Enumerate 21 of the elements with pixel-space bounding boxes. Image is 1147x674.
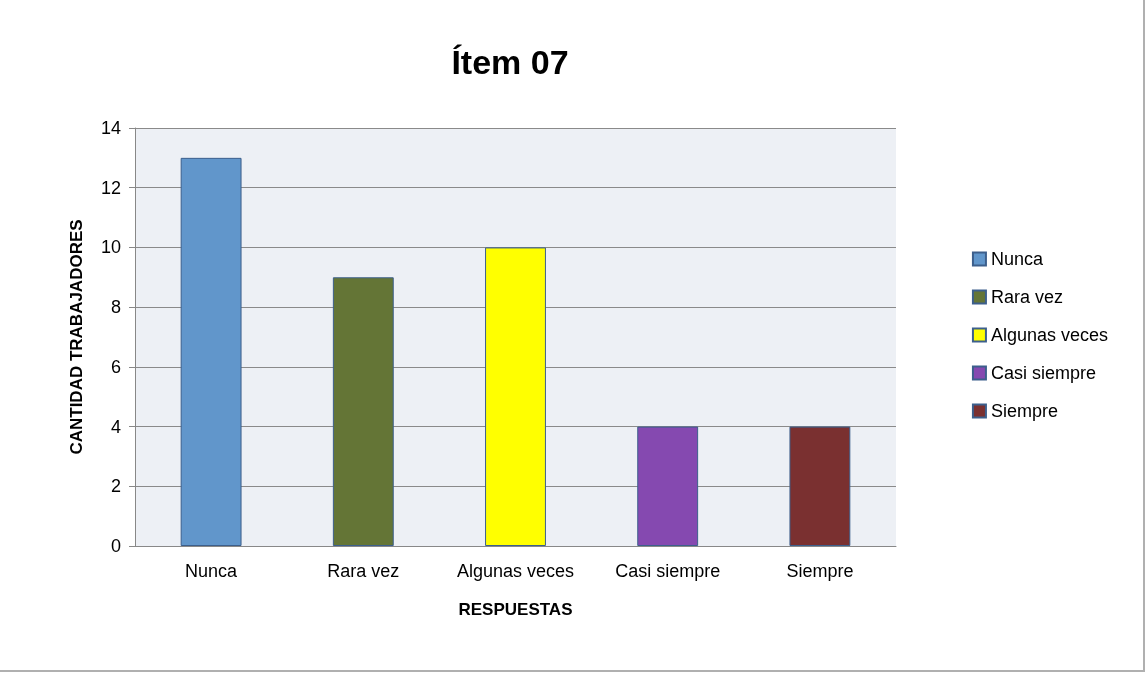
legend-label: Nunca — [990, 249, 1044, 269]
x-tick-label: Nunca — [185, 561, 239, 581]
x-tick-label: Rara vez — [327, 561, 400, 581]
y-axis-title: CANTIDAD TRABAJADORES — [67, 219, 86, 455]
legend-label: Casi siempre — [990, 363, 1096, 383]
y-tick-label: 12 — [100, 177, 121, 198]
chart-title: Ítem 07 — [451, 43, 569, 81]
y-tick-label: 4 — [110, 416, 121, 437]
x-tick-label: Casi siempre — [615, 561, 721, 581]
x-axis-title: RESPUESTAS — [458, 600, 573, 619]
y-tick-label: 0 — [110, 536, 121, 556]
y-tick-label: 6 — [110, 356, 121, 377]
y-tick-label: 10 — [100, 237, 121, 258]
legend-label: Siempre — [990, 401, 1058, 421]
x-tick-label: Algunas veces — [456, 561, 575, 581]
y-tick-label: 8 — [110, 297, 121, 318]
legend-label: Algunas veces — [990, 325, 1109, 345]
y-tick-label: 2 — [110, 476, 121, 497]
legend-label: Rara vez — [990, 287, 1063, 307]
x-tick-label: Siempre — [786, 561, 854, 581]
y-tick-label: 14 — [100, 118, 121, 138]
